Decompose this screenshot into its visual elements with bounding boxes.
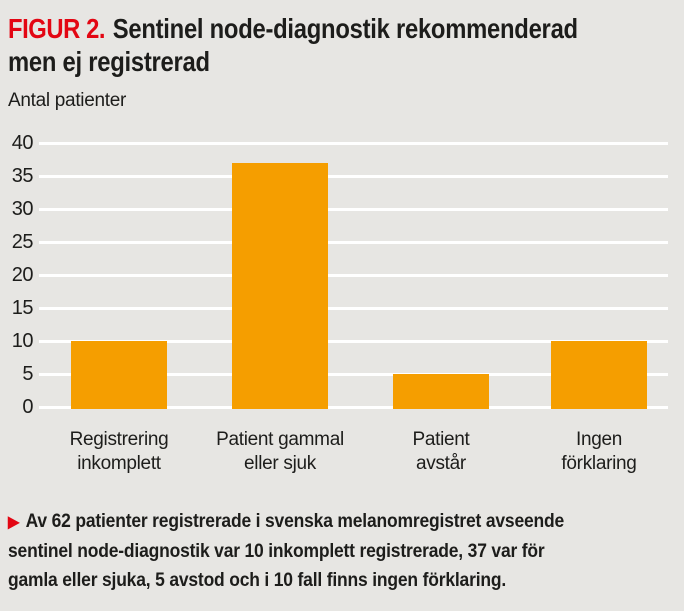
gridline (39, 406, 668, 409)
x-axis-labels: Registrering inkomplett Patient gammal el… (0, 428, 684, 484)
gridline (39, 208, 668, 211)
bar (71, 341, 167, 409)
y-tick-label: 10 (11, 330, 34, 352)
caption-arrow-icon: ▶ (8, 514, 20, 531)
figure-caption: ▶ Av 62 patienter registrerade i svenska … (8, 507, 680, 595)
y-tick-label: 0 (22, 396, 33, 418)
y-tick-label: 40 (11, 132, 34, 154)
y-tick-label: 30 (11, 198, 34, 220)
gridline (39, 241, 668, 244)
bar (232, 162, 328, 409)
y-tick-label: 5 (22, 363, 33, 385)
bar (393, 374, 489, 409)
x-category-label: Ingen förklaring (561, 429, 637, 474)
gridline (39, 142, 668, 145)
figure-panel: FIGUR 2. Sentinel node-diagnostik rekomme… (0, 0, 684, 611)
x-category-label: Patient gammal eller sjuk (216, 429, 344, 474)
gridline (39, 175, 668, 178)
y-tick-label: 20 (11, 264, 34, 286)
gridline (39, 274, 668, 277)
y-tick-label: 35 (11, 165, 34, 187)
bar (551, 341, 647, 409)
gridline (39, 373, 668, 376)
figure-title: Sentinel node-diagnostik rekommenderad m… (8, 13, 578, 77)
x-category-label: Registrering inkomplett (69, 429, 169, 474)
gridline (39, 307, 668, 310)
y-tick-label: 15 (11, 297, 34, 319)
y-tick-label: 25 (11, 231, 34, 253)
figure-label: FIGUR 2. (8, 13, 106, 44)
bar-chart: 0 5 10 15 20 25 30 35 40 (0, 132, 684, 418)
figure-header: FIGUR 2. Sentinel node-diagnostik rekomme… (8, 12, 688, 78)
y-axis-title: Antal patienter (8, 90, 127, 111)
caption-text: Av 62 patienter registrerade i svenska m… (8, 511, 565, 591)
gridline (39, 340, 668, 343)
x-category-label: Patient avstår (412, 429, 470, 474)
